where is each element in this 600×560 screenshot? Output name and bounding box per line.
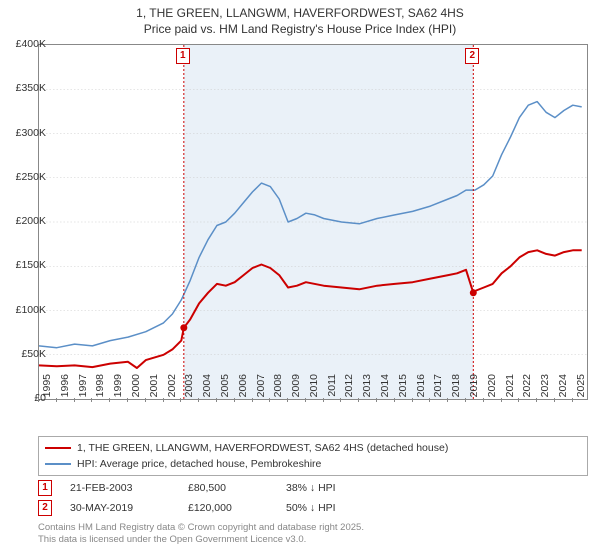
x-axis-label: 2001 [148,374,160,404]
x-axis-label: 2020 [486,374,498,404]
x-axis-label: 2010 [308,374,320,404]
legend-label: 1, THE GREEN, LLANGWM, HAVERFORDWEST, SA… [77,442,448,454]
x-axis-label: 2011 [326,374,338,404]
event-diff: 38% ↓ HPI [286,482,366,494]
footer-line: Contains HM Land Registry data © Crown c… [38,522,364,534]
x-axis-label: 2002 [166,374,178,404]
title-line-2: Price paid vs. HM Land Registry's House … [0,22,600,38]
x-axis-label: 2025 [575,374,587,404]
x-axis-label: 2009 [290,374,302,404]
x-axis-label: 1996 [59,374,71,404]
x-axis-label: 2018 [450,374,462,404]
y-axis-label: £150K [6,259,46,271]
event-diff: 50% ↓ HPI [286,502,366,514]
event-marker-icon: 2 [38,500,52,516]
event-row: 2 30-MAY-2019 £120,000 50% ↓ HPI [38,498,366,518]
sale-events: 1 21-FEB-2003 £80,500 38% ↓ HPI 2 30-MAY… [38,478,366,518]
event-price: £120,000 [188,502,268,514]
x-axis-label: 2022 [521,374,533,404]
y-axis-label: £50K [6,348,46,360]
marker-label: 2 [465,48,479,64]
x-axis-label: 1999 [112,374,124,404]
y-axis-label: £300K [6,127,46,139]
x-axis-label: 2016 [415,374,427,404]
y-axis-label: £350K [6,82,46,94]
x-axis-label: 1998 [94,374,106,404]
event-marker-icon: 1 [38,480,52,496]
y-axis-label: £0 [6,392,46,404]
legend-swatch-blue [45,463,71,465]
footer: Contains HM Land Registry data © Crown c… [38,522,364,547]
x-axis-label: 2008 [272,374,284,404]
x-axis-label: 1995 [41,374,53,404]
plot-area [38,44,588,400]
legend-item-hpi: HPI: Average price, detached house, Pemb… [45,456,581,472]
x-axis-label: 2021 [504,374,516,404]
x-axis-label: 2024 [557,374,569,404]
x-axis-label: 2019 [468,374,480,404]
event-date: 21-FEB-2003 [70,482,170,494]
event-row: 1 21-FEB-2003 £80,500 38% ↓ HPI [38,478,366,498]
x-axis-label: 2023 [539,374,551,404]
y-axis-label: £200K [6,215,46,227]
y-axis-label: £100K [6,304,46,316]
x-axis-label: 2007 [255,374,267,404]
x-axis-label: 2004 [201,374,213,404]
event-price: £80,500 [188,482,268,494]
x-axis-label: 2006 [237,374,249,404]
chart-svg [39,45,587,399]
x-axis-label: 2012 [343,374,355,404]
y-axis-label: £250K [6,171,46,183]
event-date: 30-MAY-2019 [70,502,170,514]
x-axis-label: 2013 [361,374,373,404]
legend-item-price-paid: 1, THE GREEN, LLANGWM, HAVERFORDWEST, SA… [45,440,581,456]
legend-swatch-red [45,447,71,449]
x-axis-label: 2014 [379,374,391,404]
chart-title: 1, THE GREEN, LLANGWM, HAVERFORDWEST, SA… [0,0,600,37]
x-axis-label: 1997 [77,374,89,404]
x-axis-label: 2005 [219,374,231,404]
legend-label: HPI: Average price, detached house, Pemb… [77,458,321,470]
footer-line: This data is licensed under the Open Gov… [38,534,364,546]
x-axis-label: 2003 [183,374,195,404]
legend: 1, THE GREEN, LLANGWM, HAVERFORDWEST, SA… [38,436,588,476]
x-axis-label: 2000 [130,374,142,404]
marker-label: 1 [176,48,190,64]
title-line-1: 1, THE GREEN, LLANGWM, HAVERFORDWEST, SA… [0,6,600,22]
y-axis-label: £400K [6,38,46,50]
x-axis-label: 2015 [397,374,409,404]
x-axis-label: 2017 [432,374,444,404]
